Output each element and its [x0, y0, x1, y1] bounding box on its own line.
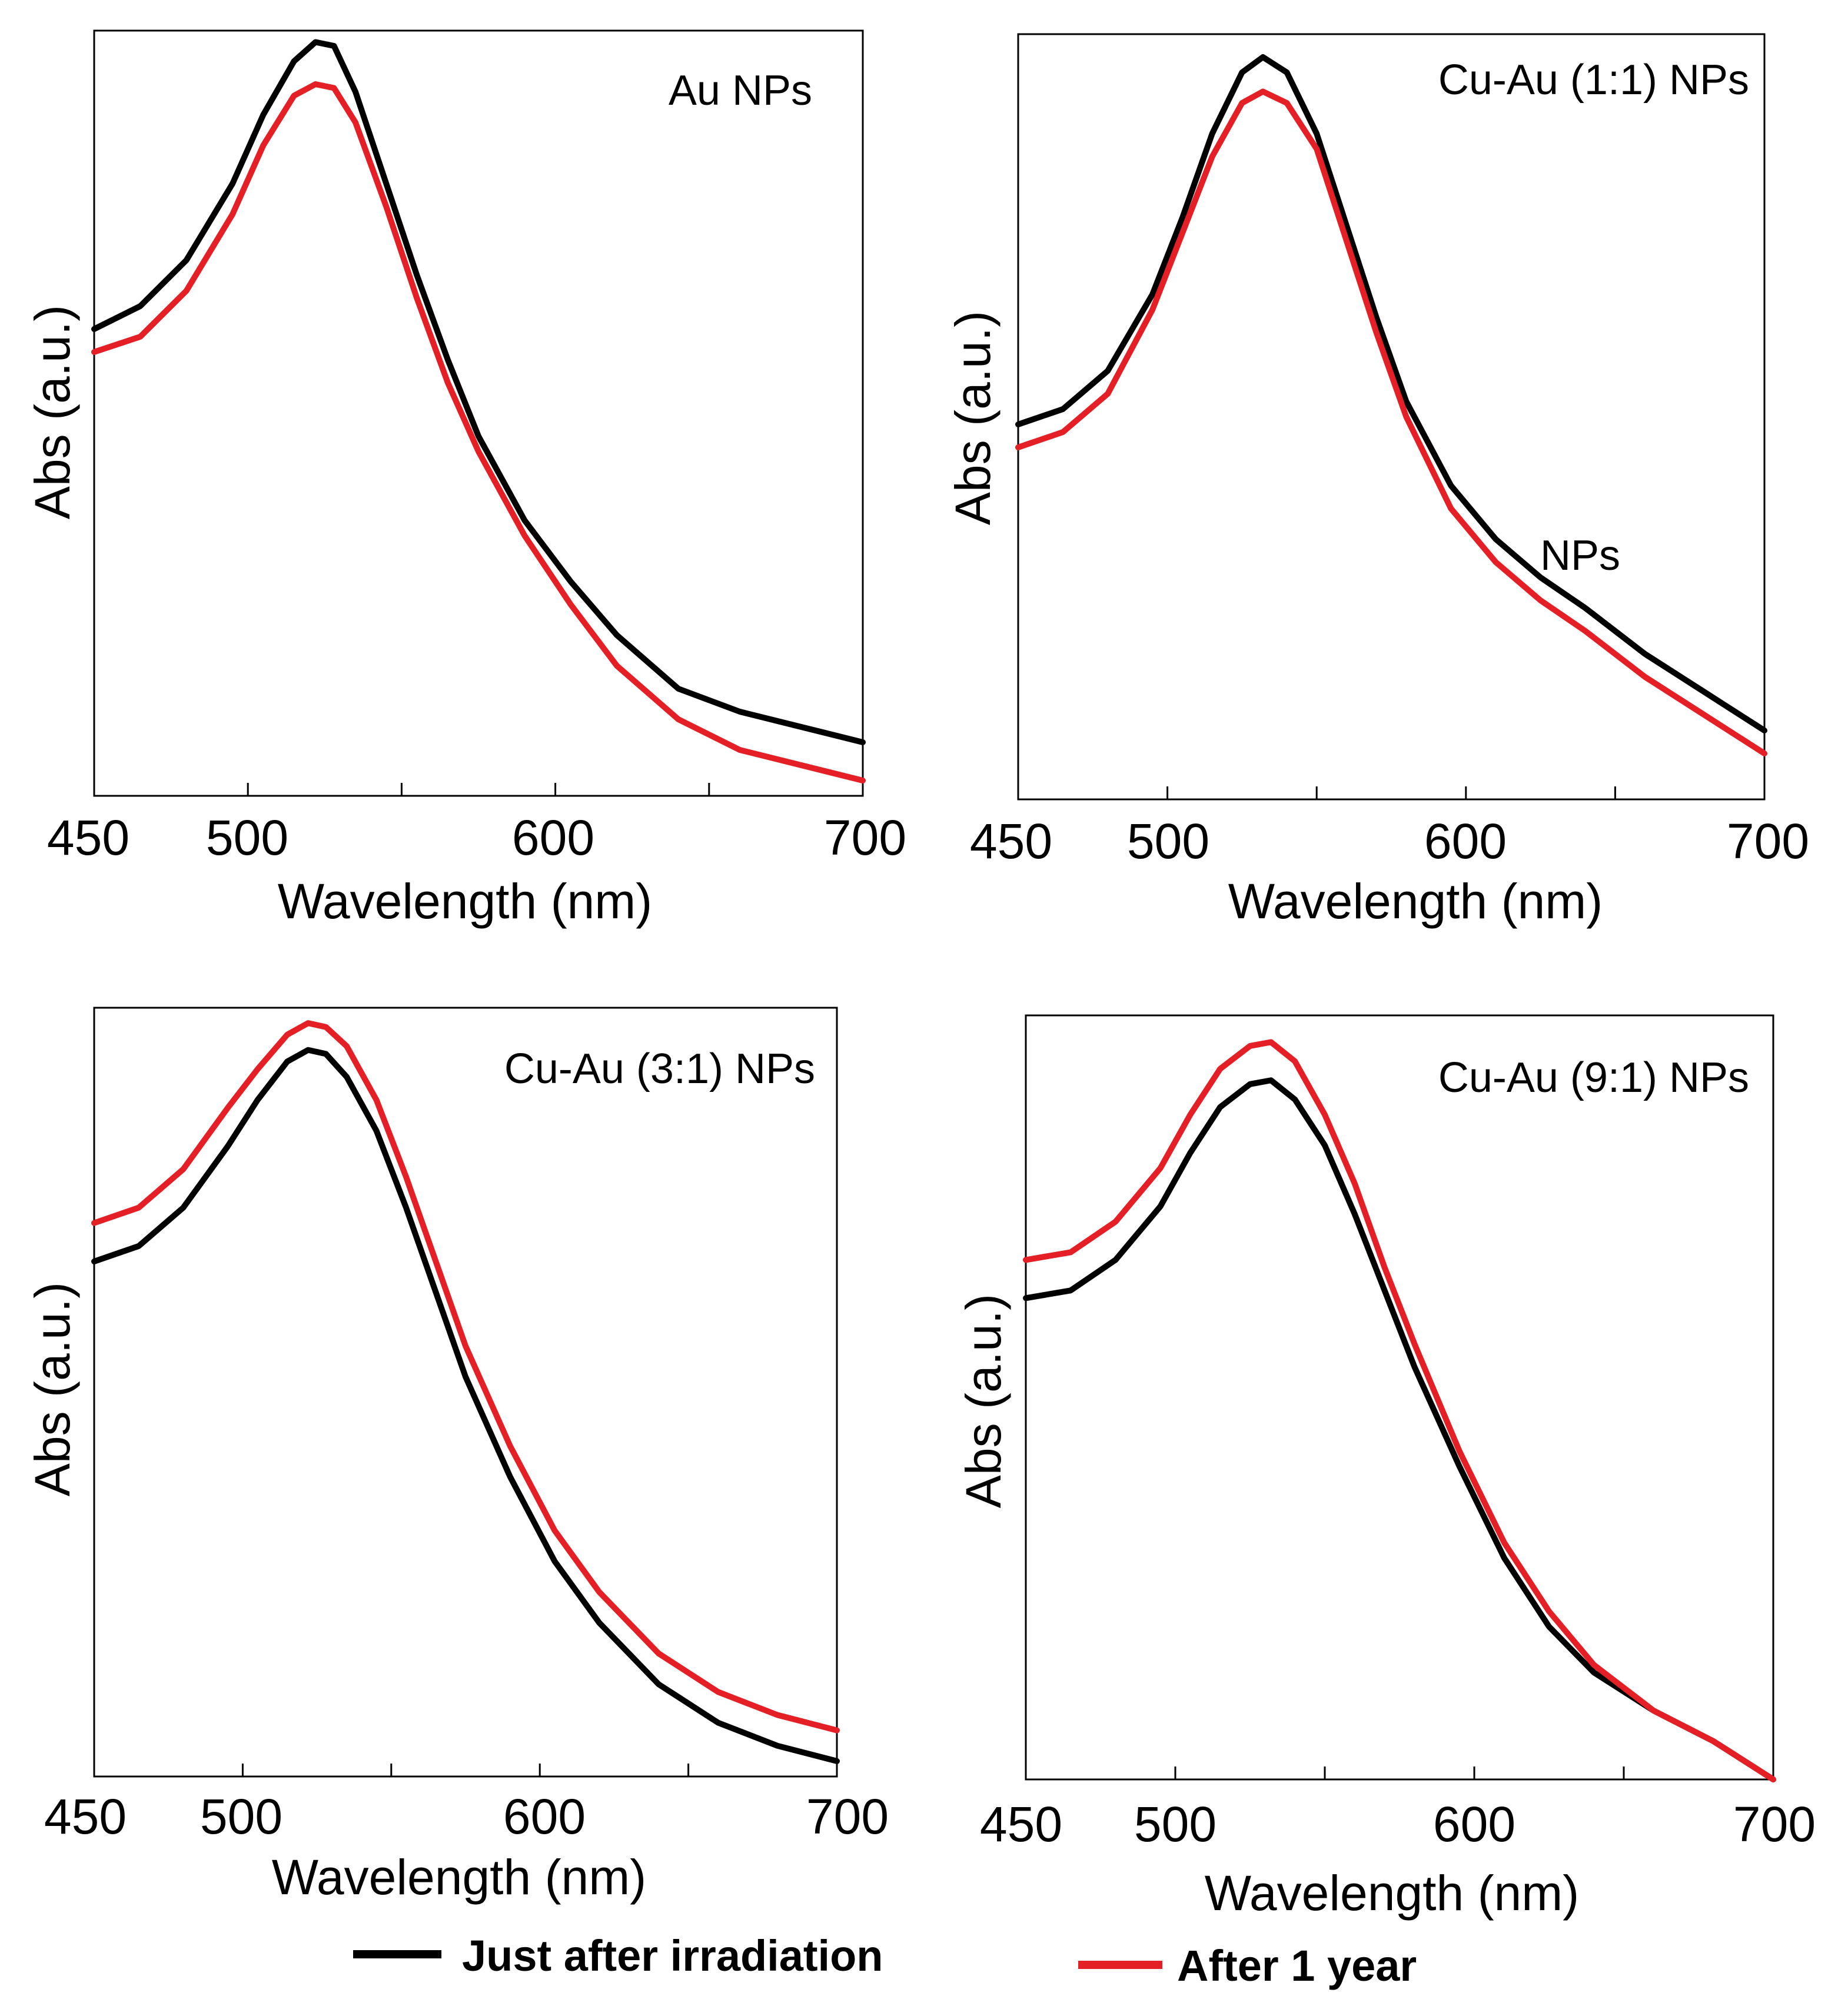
- x-tick-label: 500: [200, 1789, 282, 1844]
- x-ticks: [241, 1764, 690, 1776]
- x-tick-label: 450: [980, 1797, 1062, 1852]
- y-axis-label: Abs (a.u.): [25, 305, 80, 519]
- panel-cu-au-1-1: 450 500 600 700 Wavelength (nm) Abs (a.u…: [945, 33, 1809, 929]
- series-line-just-after-irradiation: [1023, 1077, 1776, 1782]
- x-axis-label: Wavelength (nm): [272, 1849, 646, 1905]
- x-tick-label: 700: [1727, 813, 1809, 869]
- y-axis-label: Abs (a.u.): [945, 311, 1001, 525]
- panel-title: Cu-Au (9:1) NPs: [1438, 1054, 1749, 1101]
- x-tick-label: 700: [824, 810, 906, 865]
- plot-frame: [1017, 33, 1766, 801]
- annotation: NPs: [1540, 532, 1620, 579]
- y-axis-label: Abs (a.u.): [956, 1294, 1011, 1508]
- plot-frame: [93, 29, 864, 797]
- series-line-after-1-year: [1015, 88, 1767, 756]
- series-line-just-after-irradiation: [1015, 54, 1767, 733]
- panel-cu-au-3-1: 450 500 600 700 Wavelength (nm) Abs (a.u…: [25, 1007, 889, 1905]
- x-tick-label: 450: [44, 1789, 127, 1844]
- x-tick-label: 500: [1127, 813, 1209, 869]
- x-tick-label: 600: [512, 810, 594, 865]
- x-tick-label: 700: [1733, 1797, 1816, 1852]
- x-tick-label: 450: [47, 810, 129, 865]
- series-line-after-1-year: [91, 81, 866, 783]
- x-ticks: [1166, 786, 1616, 799]
- series-line-just-after-irradiation: [91, 1047, 840, 1764]
- panel-title: Cu-Au (3:1) NPs: [504, 1045, 815, 1093]
- x-axis-label: Wavelength (nm): [278, 874, 652, 929]
- x-ticks: [247, 783, 710, 796]
- plot-frame: [1025, 1014, 1774, 1781]
- x-axis-label: Wavelength (nm): [1228, 874, 1603, 929]
- legend-label-after-1-year: After 1 year: [1177, 1941, 1417, 1990]
- x-tick-label: 450: [970, 813, 1052, 869]
- series-line-just-after-irradiation: [91, 39, 866, 745]
- x-axis-label: Wavelength (nm): [1205, 1865, 1579, 1921]
- series-line-after-1-year: [91, 1020, 840, 1734]
- x-tick-label: 600: [1433, 1797, 1515, 1852]
- x-tick-label: 600: [1424, 813, 1507, 869]
- panel-cu-au-9-1: 450 500 600 700 Wavelength (nm) Abs (a.u…: [956, 1014, 1816, 1921]
- legend-label-just-after: Just after irradiation: [462, 1931, 883, 1980]
- x-tick-label: 500: [1134, 1797, 1217, 1852]
- x-tick-label: 600: [503, 1789, 586, 1844]
- series-group: [1015, 54, 1767, 756]
- series-group: [91, 1020, 840, 1764]
- series-group: [91, 39, 866, 783]
- series-line-after-1-year: [1023, 1039, 1776, 1782]
- legend: Just after irradiation After 1 year: [353, 1931, 1417, 1990]
- plot-frame: [93, 1007, 838, 1778]
- series-group: [1023, 1039, 1776, 1782]
- y-axis-label: Abs (a.u.): [25, 1282, 80, 1496]
- x-ticks: [1174, 1766, 1625, 1779]
- x-tick-label: 500: [206, 810, 288, 865]
- x-tick-label: 700: [806, 1789, 889, 1844]
- panel-au: 450 500 600 700 Wavelength (nm) Abs (a.u…: [25, 29, 906, 929]
- panel-title: Cu-Au (1:1) NPs: [1438, 57, 1749, 104]
- panel-title: Au NPs: [669, 67, 812, 114]
